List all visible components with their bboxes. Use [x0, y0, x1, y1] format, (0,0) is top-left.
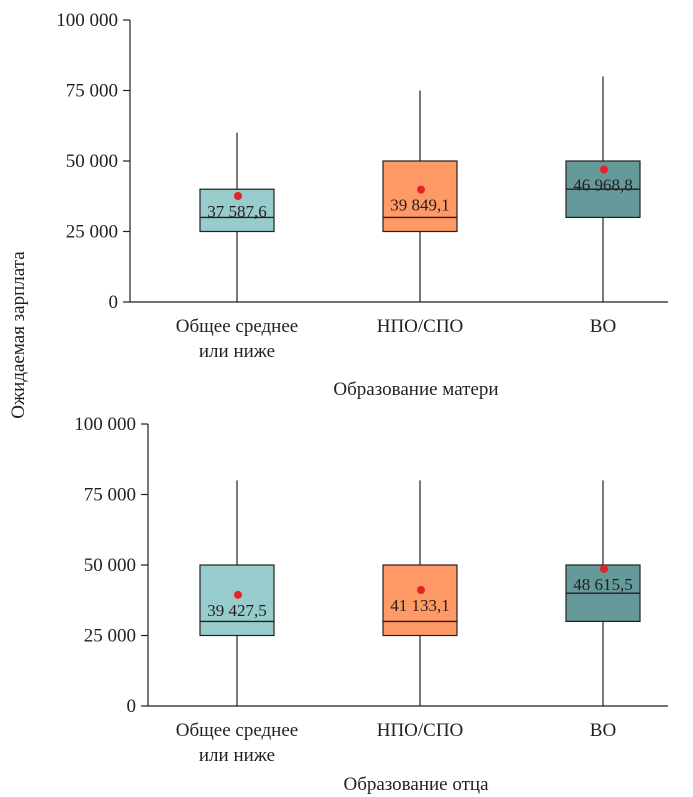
panel-father-education: 0 25 000 50 000 75 000 100 000 Образование от…	[74, 414, 668, 795]
y-tick-label: 0	[109, 292, 119, 313]
mean-marker	[234, 590, 242, 599]
box-group: 41 133,1	[382, 480, 458, 706]
mean-value-label: 41 133,1	[390, 596, 450, 615]
box-group: 46 968,8	[565, 76, 641, 302]
mean-value-label: 39 849,1	[390, 196, 450, 215]
mean-marker	[234, 192, 242, 201]
mean-value-label: 48 615,5	[573, 575, 633, 594]
mean-marker	[600, 564, 608, 573]
mean-value-label: 37 587,6	[207, 202, 267, 221]
panel-mother-education: 0 25 000 50 000 75 000 100 000 Образование ма…	[56, 10, 668, 400]
x-category-label: НПО/СПО	[377, 316, 464, 337]
x-category-label: ВО	[590, 316, 616, 337]
mean-value-label: 39 427,5	[207, 601, 267, 620]
x-category-label: или ниже	[199, 745, 275, 766]
mean-marker	[417, 586, 425, 595]
box-group: 37 587,6	[199, 132, 275, 302]
iqr-box	[382, 160, 458, 233]
mean-value-label: 46 968,8	[573, 176, 633, 195]
mean-marker	[417, 185, 425, 194]
y-tick-label: 50 000	[66, 151, 118, 172]
box-group: 39 849,1	[382, 90, 458, 302]
y-tick-label: 75 000	[66, 81, 118, 102]
y-tick-label: 50 000	[84, 555, 136, 576]
x-category-label: или ниже	[199, 341, 275, 362]
box-group: 48 615,5	[565, 480, 641, 706]
x-category-label: Общее среднее	[176, 720, 298, 741]
y-tick-label: 100 000	[56, 10, 118, 31]
x-category-label: НПО/СПО	[377, 720, 464, 741]
y-tick-label: 25 000	[66, 222, 118, 243]
x-axis-title: Образование матери	[333, 379, 498, 400]
y-tick-label: 75 000	[84, 485, 136, 506]
y-tick-label: 0	[127, 696, 137, 717]
box-group: 39 427,5	[199, 480, 275, 706]
y-tick-label: 100 000	[74, 414, 136, 435]
x-category-label: Общее среднее	[176, 316, 298, 337]
x-axis-title: Образование отца	[343, 774, 489, 795]
x-category-label: ВО	[590, 720, 616, 741]
mean-marker	[600, 165, 608, 174]
y-tick-label: 25 000	[84, 626, 136, 647]
iqr-box	[199, 564, 275, 637]
shared-y-axis-title: Ожидаемая зарплата	[8, 251, 29, 419]
iqr-box	[382, 564, 458, 637]
